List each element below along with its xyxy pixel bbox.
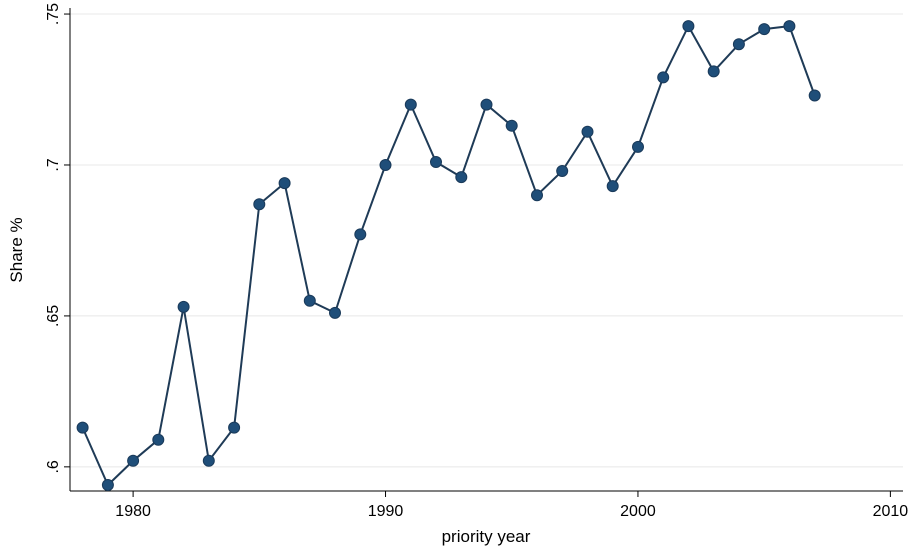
data-point-1983 (202, 454, 215, 467)
data-point-1985 (253, 198, 266, 211)
y-ticks: .6 .65 .7 .75 (45, 3, 70, 474)
data-point-1979 (101, 479, 114, 491)
y-tick-label: .6 (45, 460, 62, 473)
data-point-1980 (127, 454, 140, 467)
data-point-1991 (404, 98, 417, 111)
data-point-1999 (606, 180, 619, 193)
data-point-1997 (556, 165, 569, 177)
x-tick-label: 1980 (115, 503, 151, 520)
axes (69, 8, 903, 492)
data-point-1981 (152, 433, 165, 446)
data-point-2002 (682, 20, 695, 33)
series-line (81, 23, 816, 487)
x-tick-label: 2000 (620, 503, 656, 520)
data-point-2005 (758, 23, 771, 36)
data-point-1982 (177, 300, 190, 313)
data-point-1995 (505, 119, 518, 132)
data-point-1988 (329, 306, 341, 319)
data-point-1990 (379, 159, 392, 171)
data-points (76, 20, 821, 491)
data-point-2006 (783, 20, 796, 33)
data-point-1996 (531, 189, 543, 202)
x-axis-title: priority year (442, 527, 531, 546)
x-tick-label: 1990 (368, 503, 404, 520)
x-ticks: 1980 1990 2000 2010 (115, 491, 908, 520)
data-point-1992 (430, 156, 442, 168)
data-point-1978 (76, 421, 89, 434)
data-point-2007 (808, 89, 821, 102)
data-point-2003 (707, 65, 720, 78)
data-point-2004 (732, 38, 745, 51)
y-tick-label: .7 (45, 158, 62, 171)
data-point-1989 (354, 228, 367, 241)
data-point-1987 (303, 294, 316, 307)
grid-lines (70, 13, 903, 468)
data-point-1986 (278, 177, 291, 190)
data-point-1984 (228, 421, 241, 434)
data-point-2001 (657, 71, 670, 84)
data-point-1998 (581, 125, 594, 138)
data-point-1994 (480, 98, 493, 111)
y-tick-label: .75 (45, 3, 62, 25)
y-axis-title: Share % (7, 217, 26, 282)
x-tick-label: 2010 (873, 503, 909, 520)
y-tick-label: .65 (45, 305, 62, 327)
data-point-1993 (455, 171, 468, 184)
data-point-2000 (632, 140, 644, 153)
